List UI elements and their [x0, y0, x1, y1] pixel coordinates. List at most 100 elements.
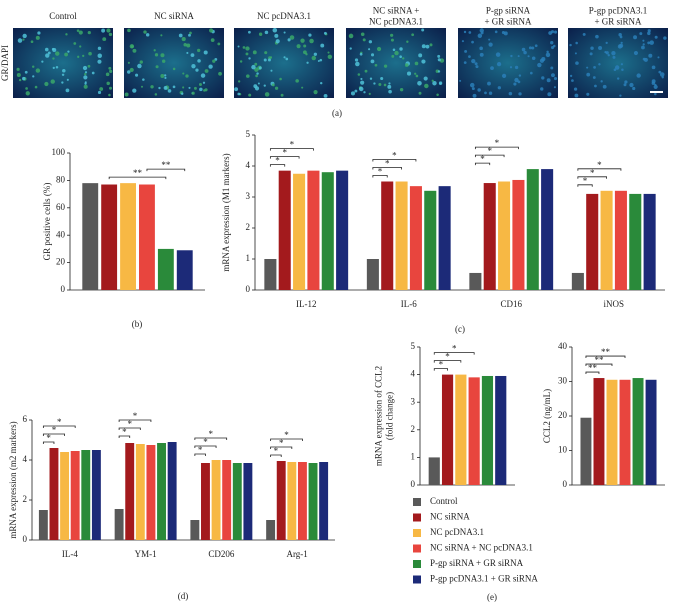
- nucleus: [619, 43, 624, 48]
- significance-label: *: [203, 437, 208, 447]
- nucleus: [97, 53, 102, 58]
- bar: [498, 181, 511, 290]
- y-axis-label: GR positive cells (%): [42, 183, 52, 261]
- nucleus: [257, 82, 260, 85]
- nucleus: [550, 41, 554, 45]
- nucleus: [633, 35, 638, 40]
- significance-label: *: [209, 429, 214, 439]
- micrograph: [13, 28, 113, 98]
- nucleus: [383, 83, 387, 87]
- nucleus: [589, 52, 593, 56]
- nucleus: [633, 50, 639, 56]
- nucleus: [348, 33, 354, 39]
- bar: [586, 193, 599, 290]
- nucleus: [463, 61, 467, 64]
- nucleus: [387, 84, 392, 89]
- nucleus: [417, 81, 422, 86]
- nucleus: [88, 51, 92, 56]
- nucleus: [97, 59, 102, 64]
- nucleus: [18, 78, 22, 82]
- nucleus: [502, 73, 507, 79]
- nucleus: [484, 91, 487, 95]
- significance-bracket: [118, 427, 141, 430]
- nucleus: [51, 47, 55, 51]
- nucleus: [518, 74, 522, 77]
- significance-bracket: [194, 437, 228, 440]
- nucleus: [399, 55, 402, 59]
- nucleus: [323, 31, 327, 35]
- significance-bracket: [433, 368, 448, 371]
- nucleus: [391, 54, 395, 58]
- significance-label: *: [198, 445, 203, 455]
- nucleus: [52, 66, 55, 70]
- nucleus: [479, 46, 483, 51]
- nucleus: [183, 42, 187, 47]
- nucleus: [142, 78, 145, 81]
- nucleus: [274, 86, 279, 90]
- y-tick-label: 6: [23, 414, 28, 424]
- nucleus: [50, 79, 55, 84]
- nucleus: [468, 55, 471, 58]
- nucleus: [659, 72, 665, 77]
- nucleus: [274, 33, 279, 38]
- bar: [512, 179, 525, 290]
- nucleus: [406, 71, 412, 76]
- y-axis-label: mRNA expression of CCL2: [374, 366, 384, 466]
- nucleus: [554, 30, 558, 34]
- nucleus: [245, 46, 250, 51]
- nucleus: [490, 66, 494, 71]
- bar: [264, 259, 277, 290]
- nucleus: [582, 32, 586, 36]
- y-tick-label: 0: [563, 479, 568, 489]
- nucleus: [383, 64, 388, 68]
- significance-bracket: [577, 176, 607, 179]
- nucleus: [237, 45, 240, 48]
- significance-label: *: [487, 146, 492, 156]
- nucleus: [77, 55, 80, 58]
- bar: [600, 190, 613, 290]
- nucleus: [101, 28, 106, 33]
- nucleus: [388, 82, 391, 85]
- bar: [381, 181, 394, 290]
- nucleus: [82, 65, 88, 71]
- nucleus: [97, 90, 102, 95]
- nucleus: [552, 44, 556, 48]
- nucleus: [52, 57, 55, 60]
- nucleus: [87, 31, 91, 35]
- bar: [541, 169, 554, 290]
- y-tick-label: 60: [56, 202, 66, 212]
- nucleus: [657, 56, 660, 59]
- nucleus: [84, 71, 88, 74]
- nucleus: [35, 68, 41, 73]
- nucleus: [41, 60, 44, 63]
- nucleus: [514, 77, 519, 83]
- y-tick-label: 20: [558, 410, 568, 420]
- nucleus: [432, 80, 437, 86]
- nucleus: [605, 41, 608, 45]
- nucleus: [158, 86, 161, 90]
- bar: [91, 450, 101, 540]
- nucleus: [140, 85, 144, 88]
- nucleus: [76, 29, 80, 32]
- bar: [120, 183, 136, 290]
- nucleus: [55, 51, 60, 56]
- nucleus: [392, 48, 396, 52]
- nucleus: [127, 28, 131, 33]
- nucleus: [303, 44, 307, 48]
- nucleus: [248, 30, 251, 34]
- nucleus: [263, 84, 266, 87]
- nucleus: [364, 69, 368, 73]
- bar: [101, 184, 118, 290]
- significance-bracket: [372, 175, 388, 178]
- nucleus: [461, 40, 465, 43]
- image-label: NC siRNA: [154, 11, 194, 21]
- nucleus: [436, 93, 439, 97]
- y-tick-label: 40: [558, 341, 568, 351]
- nucleus: [327, 51, 330, 54]
- significance-label: *: [127, 419, 132, 429]
- y-tick-label: 2: [23, 494, 28, 504]
- significance-label: *: [52, 425, 57, 435]
- significance-bracket: [585, 355, 626, 359]
- nucleus: [124, 92, 129, 97]
- nucleus: [354, 89, 358, 93]
